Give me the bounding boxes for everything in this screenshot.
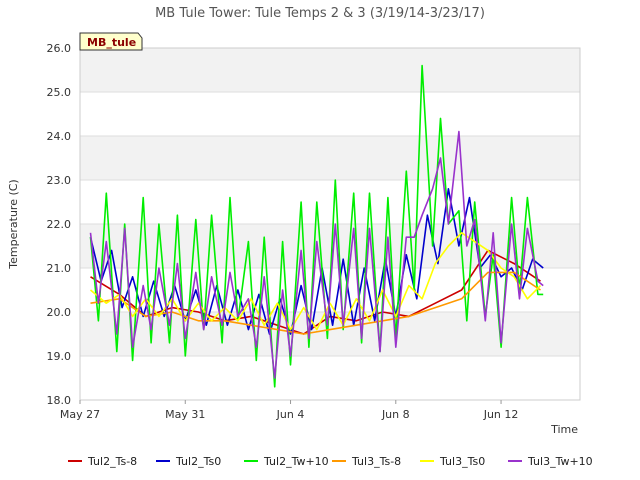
y-tick-label: 24.0	[47, 130, 72, 143]
legend-label: Tul3_Tw+10	[527, 455, 593, 468]
x-tick-label: Jun 4	[276, 408, 305, 421]
legend-label: Tul2_Ts-8	[87, 455, 137, 468]
x-axis-label: Time	[550, 423, 578, 436]
station-tag-label: MB_tule	[87, 36, 136, 49]
x-tick-labels: May 27 May 31 Jun 4 Jun 8 Jun 12	[60, 400, 519, 421]
x-tick-label: May 27	[60, 408, 100, 421]
series-line-tul3-tw-10	[89, 130, 544, 379]
y-tick-label: 18.0	[47, 394, 72, 407]
legend-label: Tul2_Tw+10	[263, 455, 329, 468]
y-tick-label: 23.0	[47, 174, 72, 187]
legend-label: Tul3_Ts-8	[351, 455, 401, 468]
grid-band	[80, 136, 580, 180]
y-tick-label: 22.0	[47, 218, 72, 231]
chart-title: MB Tule Tower: Tule Temps 2 & 3 (3/19/14…	[155, 6, 485, 21]
y-tick-label: 20.0	[47, 306, 72, 319]
grid-band	[80, 48, 580, 92]
y-tick-label: 25.0	[47, 86, 72, 99]
x-tick-label: May 31	[165, 408, 205, 421]
legend-label: Tul2_Ts0	[175, 455, 221, 468]
y-tick-label: 26.0	[47, 42, 72, 55]
legend: Tul2_Ts-8 Tul2_Ts0 Tul2_Tw+10 Tul3_Ts-8 Tul3…	[68, 455, 593, 468]
grid-band	[80, 224, 580, 268]
x-tick-label: Jun 12	[483, 408, 519, 421]
station-tag: MB_tule	[79, 32, 143, 51]
background-bands	[80, 48, 580, 356]
plot-frame	[79, 47, 581, 401]
y-tick-label: 21.0	[47, 262, 72, 275]
station-tag-box	[79, 32, 143, 51]
y-axis-label: Temperature (C)	[7, 179, 20, 269]
grid-band	[80, 312, 580, 356]
series-line-tul2-ts-8	[90, 249, 541, 335]
series-lines	[89, 64, 544, 388]
y-tick-labels: 18.0 19.0 20.0 21.0 22.0 23.0 24.0 25.0 26.0	[47, 42, 72, 407]
x-tick-label: Jun 8	[381, 408, 410, 421]
legend-label: Tul3_Ts0	[439, 455, 485, 468]
y-tick-label: 19.0	[47, 350, 72, 363]
